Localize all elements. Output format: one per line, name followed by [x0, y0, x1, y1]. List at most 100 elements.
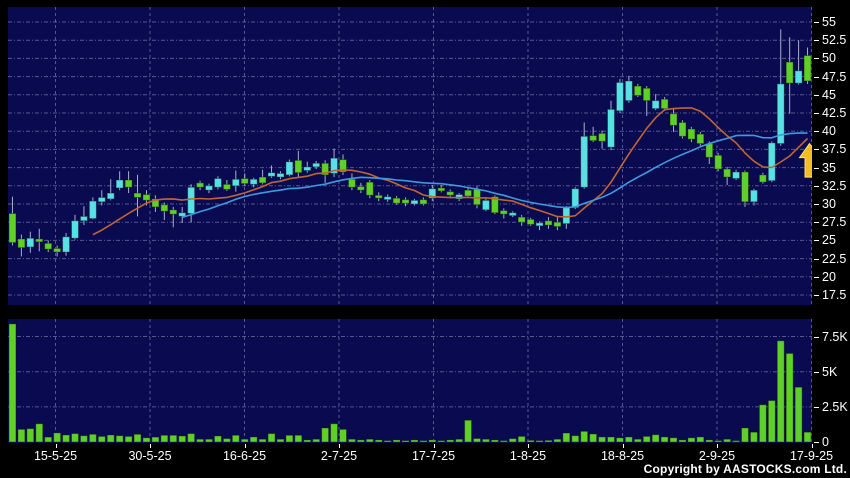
up-candle [213, 178, 222, 188]
up-candle [285, 161, 294, 176]
date-axis-tick [811, 444, 813, 448]
volume-bar [97, 435, 106, 443]
price-axis-tick [814, 240, 819, 242]
volume-bar [35, 423, 44, 443]
up-candle [607, 108, 615, 148]
down-candle [133, 192, 142, 198]
down-candle [633, 85, 642, 97]
volume-bar [660, 436, 669, 443]
down-candle [589, 135, 598, 142]
date-axis-label: 1-8-25 [509, 449, 547, 463]
down-candle [669, 113, 678, 126]
volume-bar [303, 439, 312, 443]
volume-bar [88, 433, 97, 443]
volume-bar [607, 436, 615, 443]
price-axis-tick [814, 113, 819, 114]
volume-bar [419, 440, 428, 443]
volume-chart-svg [8, 319, 812, 443]
up-candle [187, 186, 196, 214]
volume-bar [678, 439, 687, 443]
volume-axis-tick [814, 371, 819, 373]
volume-bar [508, 438, 517, 443]
volume-bar [624, 436, 633, 443]
up-candle [97, 196, 106, 203]
volume-axis-tick [814, 442, 819, 443]
volume-bar [410, 439, 419, 443]
price-axis-tick [814, 167, 819, 169]
price-axis-label: 47.5 [822, 69, 847, 84]
up-candle [481, 199, 490, 211]
up-candle [26, 237, 35, 248]
volume-bar [169, 434, 178, 443]
down-candle [723, 168, 732, 178]
volume-bar [267, 433, 276, 443]
up-candle [115, 179, 124, 189]
price-axis-tick [814, 276, 819, 278]
down-candle [696, 133, 705, 145]
up-candle [732, 171, 741, 180]
down-candle [142, 194, 151, 201]
down-candle [741, 171, 749, 203]
up-candle [749, 189, 758, 203]
price-chart-svg [8, 7, 812, 305]
volume-bar [339, 428, 347, 443]
up-candle [106, 192, 115, 200]
date-axis-tick [244, 444, 246, 448]
down-candle [151, 198, 160, 208]
volume-bar [687, 437, 696, 443]
down-candle [356, 186, 365, 191]
volume-bar [553, 438, 562, 443]
up-candle [508, 212, 517, 217]
price-axis-label: 37.5 [822, 142, 847, 157]
up-candle [303, 166, 312, 172]
ma-slow-line [181, 132, 808, 219]
price-axis-tick [814, 40, 819, 42]
volume-bar [240, 438, 249, 443]
volume-bar [365, 438, 374, 443]
volume-bar [571, 435, 580, 443]
up-candle [231, 178, 240, 187]
down-candle [598, 132, 607, 142]
down-candle [526, 218, 535, 225]
date-axis-label: 17-7-25 [411, 449, 456, 463]
up-candle [312, 162, 321, 168]
down-candle [714, 154, 723, 170]
grid-lines [8, 319, 812, 443]
price-axis-tick [814, 258, 819, 260]
volume-bar [106, 434, 115, 443]
down-candle [401, 199, 410, 204]
volume-bar [598, 436, 607, 443]
down-candle [294, 159, 303, 174]
volume-bar [115, 435, 124, 443]
volume-bar [178, 435, 187, 443]
volume-bar [517, 435, 526, 443]
volume-bar [723, 438, 732, 443]
up-candle [428, 188, 437, 199]
price-axis-label: 17.5 [822, 288, 847, 302]
down-candle [374, 194, 383, 199]
up-candle [776, 83, 785, 145]
down-candle [17, 238, 26, 249]
date-axis-label: 17-9-25 [789, 449, 834, 463]
volume-bar [803, 431, 812, 443]
volume-axis-label: 7.5K [822, 329, 848, 344]
price-axis-tick [814, 295, 819, 296]
down-candle [660, 98, 669, 110]
date-axis-tick [528, 444, 529, 448]
volume-axis-label: 2.5K [822, 399, 848, 414]
price-axis-tick [814, 22, 819, 23]
volume-bar [285, 434, 294, 443]
up-candle [651, 100, 660, 110]
volume-bar [696, 436, 705, 443]
up-candle [624, 80, 633, 102]
volume-bar [749, 431, 758, 443]
date-axis-label: 30-5-25 [128, 449, 172, 463]
volume-bar [544, 439, 553, 443]
price-axis-tick [814, 94, 819, 96]
price-axis-tick [814, 131, 819, 133]
down-candle [53, 247, 62, 253]
price-axis-label: 20 [822, 269, 836, 284]
volume-bar [526, 439, 535, 443]
volume-bar [758, 404, 767, 443]
down-candle [642, 87, 651, 102]
